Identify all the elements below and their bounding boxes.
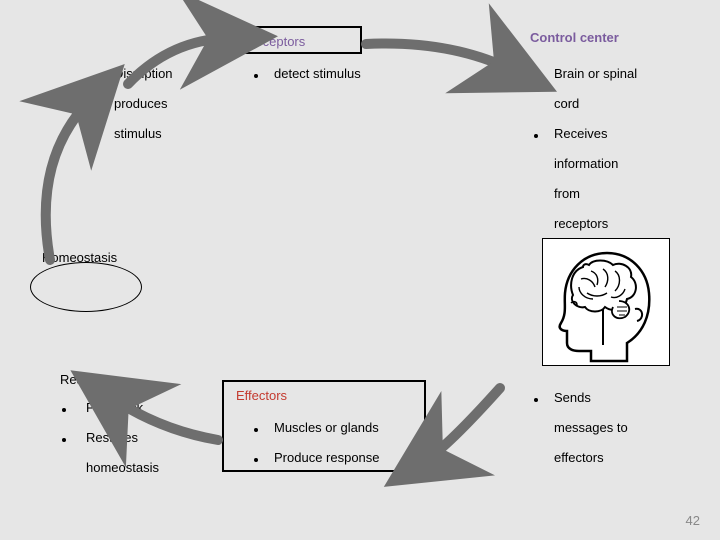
- flow-arrow: [46, 100, 90, 260]
- flow-arrow: [112, 398, 218, 440]
- flow-arrow: [366, 44, 512, 70]
- flow-arrow: [128, 38, 228, 84]
- flow-arrow: [426, 388, 500, 460]
- flow-arrows: [0, 0, 720, 540]
- page-number: 42: [686, 513, 700, 528]
